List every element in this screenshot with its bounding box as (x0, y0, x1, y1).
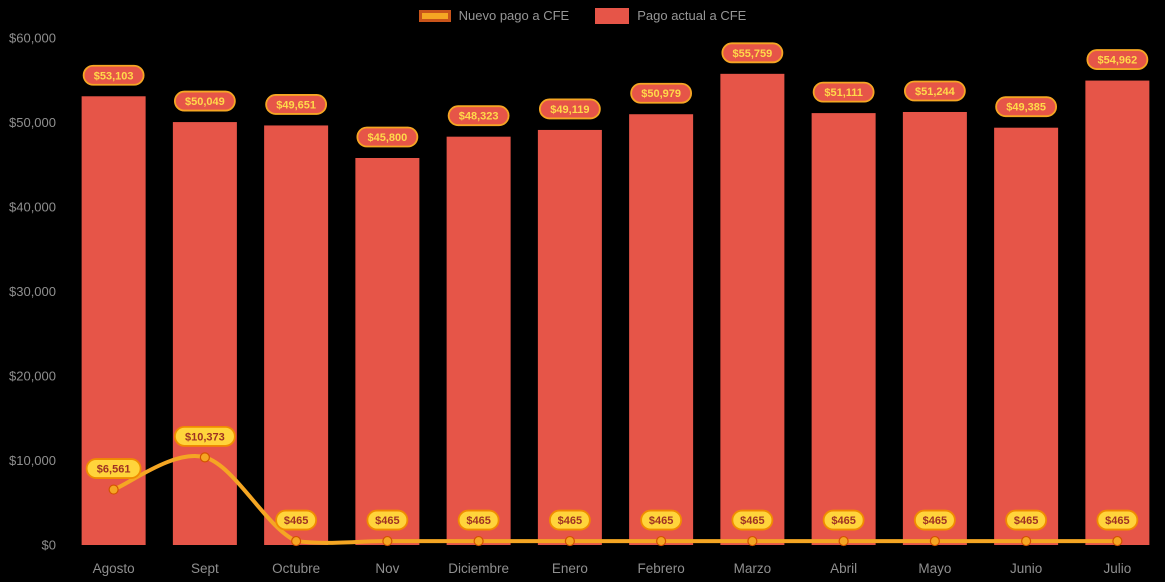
x-axis-label-junio: Junio (1010, 561, 1042, 576)
line-label-11-text: $465 (1105, 515, 1129, 527)
x-axis-label-abril: Abril (830, 561, 857, 576)
y-axis-tick-label: $20,000 (9, 369, 56, 384)
x-axis-label-enero: Enero (552, 561, 588, 576)
line-point-abril[interactable] (838, 535, 849, 547)
legend-swatch-nuevo-pago (418, 10, 451, 22)
line-label-2-text: $465 (284, 515, 308, 527)
line-point-junio[interactable] (1021, 535, 1032, 547)
line-point-marzo[interactable] (747, 535, 758, 547)
line-point-octubre[interactable] (291, 535, 302, 547)
bar-label-0-text: $53,103 (94, 70, 134, 82)
bar-sept[interactable] (172, 122, 237, 546)
legend: Nuevo pago a CFE Pago actual a CFE (0, 8, 1165, 24)
x-axis-label-marzo: Marzo (734, 561, 772, 576)
legend-swatch-pago-actual (595, 8, 630, 24)
line-label-0-pill (85, 458, 142, 479)
line-label-8-pill (822, 509, 865, 531)
x-axis-label-agosto: Agosto (93, 561, 135, 576)
y-axis-tick-label: $40,000 (9, 200, 56, 215)
line-label-4-text: $465 (466, 515, 490, 527)
bar-label-8-pill (812, 81, 875, 103)
bar-febrero[interactable] (629, 114, 694, 545)
line-point-agosto[interactable] (108, 484, 119, 495)
bar-label-3-pill (356, 126, 419, 148)
x-axis-label-julio: Julio (1103, 561, 1131, 576)
line-label-7-text: $465 (740, 515, 764, 527)
bar-label-6-pill (630, 82, 693, 104)
bar-label-9-text: $51,244 (915, 86, 956, 98)
y-axis-tick-label: $10,000 (9, 453, 56, 468)
bar-label-7-text: $55,759 (732, 48, 772, 60)
y-axis-tick-label: $0 (42, 538, 56, 553)
line-label-10-text: $465 (1014, 515, 1038, 527)
bar-label-4-text: $48,323 (459, 111, 499, 123)
x-axis-label-mayo: Mayo (918, 561, 951, 576)
line-label-3-pill (366, 509, 409, 531)
line-label-6-pill (640, 509, 683, 531)
bar-label-9-pill (903, 80, 966, 102)
legend-label-pago-actual: Pago actual a CFE (637, 8, 747, 23)
line-label-0-text: $6,561 (97, 464, 131, 476)
bar-label-7-pill (721, 42, 784, 64)
bar-label-5-text: $49,119 (550, 104, 589, 116)
line-label-3-text: $465 (375, 515, 399, 527)
line-label-1-pill (173, 425, 236, 447)
bar-label-3-text: $45,800 (367, 132, 407, 144)
line-label-10-pill (1005, 509, 1048, 531)
y-axis-tick-label: $50,000 (9, 115, 56, 130)
bar-label-5-pill (538, 98, 601, 120)
y-axis-tick-label: $60,000 (9, 31, 56, 46)
x-axis-label-nov: Nov (375, 561, 399, 576)
bar-label-4-pill (447, 105, 510, 127)
line-label-11-pill (1096, 509, 1139, 531)
bar-label-10-pill (995, 96, 1058, 118)
y-axis-tick-label: $30,000 (9, 284, 56, 299)
line-label-6-text: $465 (649, 515, 673, 527)
line-label-2-pill (275, 509, 318, 531)
bar-nov[interactable] (355, 157, 420, 546)
line-point-diciembre[interactable] (473, 535, 484, 547)
bar-mayo[interactable] (902, 111, 967, 546)
line-label-5-pill (548, 509, 591, 531)
x-axis-label-febrero: Febrero (637, 561, 684, 576)
bar-label-11-pill (1086, 49, 1149, 70)
legend-item-nuevo-pago[interactable]: Nuevo pago a CFE (418, 8, 570, 24)
line-point-enero[interactable] (564, 535, 575, 547)
line-label-9-text: $465 (923, 515, 947, 527)
bar-junio[interactable] (994, 127, 1059, 545)
x-axis-label-sept: Sept (191, 561, 219, 576)
legend-item-pago-actual[interactable]: Pago actual a CFE (595, 8, 746, 24)
bar-enero[interactable] (537, 129, 602, 545)
bar-octubre[interactable] (264, 125, 329, 546)
bar-abril[interactable] (811, 113, 876, 545)
line-label-7-pill (731, 509, 774, 531)
bar-label-0-pill (82, 64, 145, 86)
bar-label-1-text: $50,049 (185, 96, 225, 108)
bar-label-2-text: $49,651 (276, 99, 316, 111)
line-point-nov[interactable] (382, 535, 393, 547)
legend-label-nuevo-pago: Nuevo pago a CFE (458, 8, 570, 23)
line-label-9-pill (913, 509, 956, 531)
line-point-mayo[interactable] (929, 535, 940, 547)
bar-diciembre[interactable] (446, 136, 511, 545)
line-label-8-text: $465 (831, 515, 855, 527)
line-point-febrero[interactable] (656, 535, 667, 547)
line-point-sept[interactable] (199, 452, 210, 463)
line-label-4-pill (457, 509, 500, 531)
bar-label-1-pill (173, 90, 236, 112)
bar-label-2-pill (265, 94, 328, 115)
line-point-julio[interactable] (1112, 535, 1123, 547)
bar-label-8-text: $51,111 (824, 87, 863, 99)
x-axis-label-octubre: Octubre (272, 561, 320, 576)
bar-marzo[interactable] (720, 73, 785, 545)
bar-label-11-text: $54,962 (1097, 55, 1137, 67)
line-label-1-text: $10,373 (185, 431, 225, 443)
bar-label-10-text: $49,385 (1006, 102, 1046, 114)
bar-julio[interactable] (1085, 80, 1150, 545)
bar-label-6-text: $50,979 (641, 88, 681, 100)
x-axis-label-diciembre: Diciembre (448, 561, 509, 576)
line-label-5-text: $465 (558, 515, 582, 527)
